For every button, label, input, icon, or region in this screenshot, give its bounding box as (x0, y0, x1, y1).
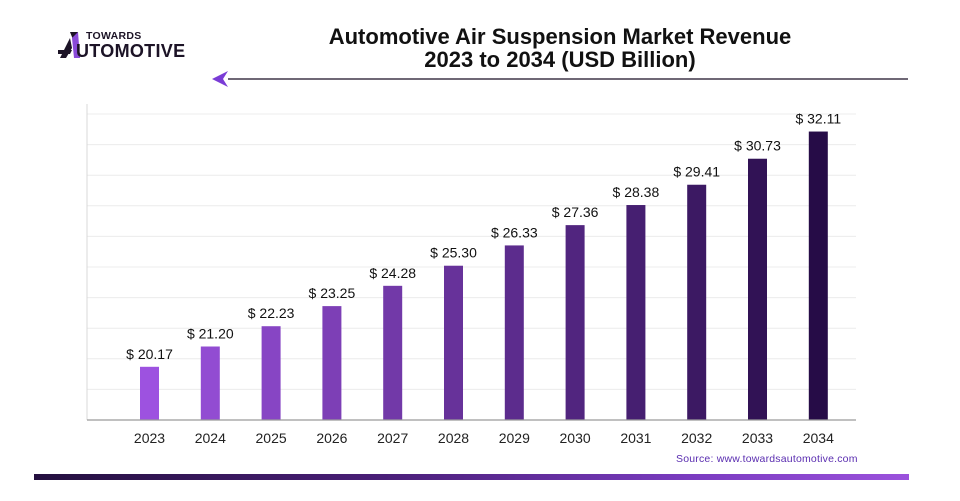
bar-2024 (200, 346, 220, 420)
x-tick-label: 2032 (681, 430, 712, 446)
x-tick-labels: 2023 2024 2025 2026 2027 2028 2029 2030 2031 2032… (134, 430, 834, 446)
bar-2033 (748, 158, 767, 420)
bar-value-label: $ 27.36 (552, 204, 599, 220)
bar-value-labels: $ 20.17 $ 21.20 $ 22.23 $ 23.25 $ 24.28 $ 25.… (126, 111, 841, 362)
x-tick-label: 2034 (803, 430, 834, 446)
stylized-a-icon (58, 32, 80, 58)
x-tick-label: 2024 (195, 430, 226, 446)
bar-value-label: $ 23.25 (309, 285, 356, 301)
source-text: Source: www.towardsautomotive.com (676, 453, 858, 465)
x-tick-label: 2023 (134, 430, 165, 446)
title-underline (228, 78, 908, 80)
arrow-left-icon (212, 71, 228, 87)
x-tick-label: 2025 (256, 430, 287, 446)
bar-value-label: $ 26.33 (491, 224, 538, 240)
bar-2029 (504, 245, 524, 420)
bars (140, 131, 828, 420)
bar-value-label: $ 22.23 (248, 305, 295, 321)
bar-value-label: $ 28.38 (613, 184, 660, 200)
x-tick-label: 2033 (742, 430, 773, 446)
brand-logo: TOWARDS UTOMOTIVE (58, 30, 218, 64)
logo-text-bottom: UTOMOTIVE (76, 41, 186, 61)
x-tick-label: 2028 (438, 430, 469, 446)
x-tick-label: 2029 (499, 430, 530, 446)
bar-2027 (383, 285, 403, 420)
bar-2032 (687, 184, 707, 420)
chart-title-line1: Automotive Air Suspension Market Revenue (328, 24, 792, 49)
bar-2030 (565, 225, 585, 420)
bar-value-label: $ 25.30 (430, 245, 477, 261)
bar-2031 (626, 205, 646, 420)
bar-value-label: $ 21.20 (187, 326, 234, 342)
bar-value-label: $ 20.17 (126, 346, 173, 362)
bar-2034 (808, 131, 828, 420)
x-tick-label: 2026 (316, 430, 347, 446)
bar-value-label: $ 30.73 (734, 138, 781, 154)
bar-2023 (140, 366, 159, 420)
bar-value-label: $ 24.28 (369, 265, 416, 281)
logo-text-top: TOWARDS (86, 30, 142, 42)
footer-gradient-bar (34, 474, 909, 480)
bar-2025 (261, 326, 281, 420)
bar-value-label: $ 29.41 (673, 164, 720, 180)
bar-value-label: $ 32.11 (795, 111, 841, 127)
chart-title: Automotive Air Suspension Market Revenue… (300, 25, 820, 71)
x-tick-label: 2031 (620, 430, 651, 446)
bar-2028 (444, 265, 463, 420)
x-tick-label: 2027 (377, 430, 408, 446)
x-tick-label: 2030 (560, 430, 591, 446)
bar-2026 (322, 306, 342, 420)
chart-title-line2: 2023 to 2034 (USD Billion) (424, 47, 696, 72)
